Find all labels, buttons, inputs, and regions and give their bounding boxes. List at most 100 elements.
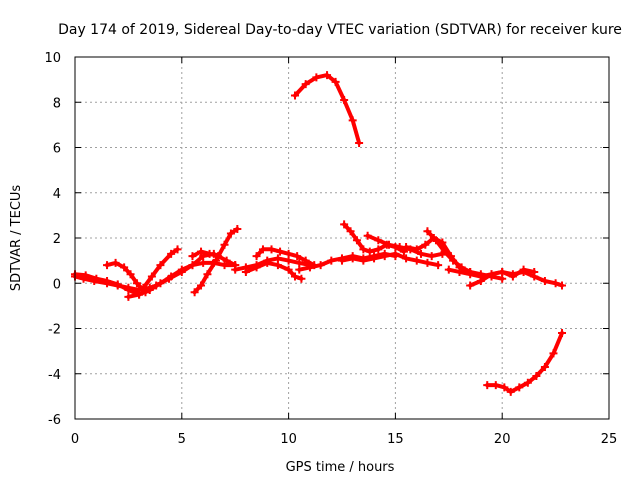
- data-point: [252, 263, 261, 272]
- y-tick-label: 6: [53, 142, 61, 157]
- data-point: [340, 95, 349, 104]
- data-point: [252, 252, 261, 261]
- data-point: [506, 387, 515, 396]
- x-tick-label: 15: [387, 432, 404, 447]
- data-point: [203, 270, 212, 279]
- y-tick-label: -4: [48, 368, 61, 383]
- data-point: [113, 280, 122, 289]
- data-point: [111, 258, 120, 267]
- x-tick-label: 5: [178, 432, 186, 447]
- data-point: [370, 254, 379, 263]
- data-point: [120, 263, 129, 272]
- data-point: [365, 247, 374, 256]
- data-point: [508, 272, 517, 281]
- data-point: [156, 279, 165, 288]
- data-point: [323, 71, 332, 80]
- data-point: [427, 252, 436, 261]
- data-point: [532, 372, 541, 381]
- y-tick-label: -2: [48, 323, 61, 338]
- y-tick-label: 8: [53, 96, 61, 111]
- data-point: [312, 73, 321, 82]
- series-line: [293, 73, 362, 145]
- data-point: [124, 292, 133, 301]
- data-point: [295, 258, 304, 267]
- series-line: [485, 331, 564, 394]
- data-point: [457, 263, 466, 272]
- data-point: [558, 329, 567, 338]
- series-arc-3: [103, 258, 150, 297]
- data-point: [440, 247, 449, 256]
- data-point: [222, 256, 231, 265]
- data-point: [423, 227, 432, 236]
- series-arc-12: [291, 71, 364, 147]
- data-point: [417, 249, 426, 258]
- data-point: [466, 281, 475, 290]
- data-point: [434, 261, 443, 270]
- data-point: [466, 270, 475, 279]
- data-point: [284, 265, 293, 274]
- data-point: [558, 281, 567, 290]
- data-point: [220, 261, 229, 270]
- data-point: [124, 286, 133, 295]
- data-point: [297, 274, 306, 283]
- data-point: [231, 265, 240, 274]
- data-point: [348, 116, 357, 125]
- x-tick-label: 0: [71, 432, 79, 447]
- data-point: [515, 383, 524, 392]
- data-point: [276, 247, 285, 256]
- data-point: [540, 362, 549, 371]
- data-point: [519, 265, 528, 274]
- data-point: [291, 272, 300, 281]
- y-tick-label: -6: [48, 413, 61, 428]
- data-point: [327, 256, 336, 265]
- series-arc-21: [483, 329, 567, 396]
- data-point: [491, 381, 500, 390]
- data-point: [267, 245, 276, 254]
- data-point: [483, 381, 492, 390]
- data-point: [316, 261, 325, 270]
- data-point: [301, 256, 310, 265]
- data-point: [348, 254, 357, 263]
- data-point: [384, 240, 393, 249]
- data-point: [190, 288, 199, 297]
- x-axis-label: GPS time / hours: [286, 460, 395, 475]
- data-point: [374, 236, 383, 245]
- data-point: [431, 236, 440, 245]
- x-tick-label: 20: [494, 432, 511, 447]
- data-point: [126, 270, 135, 279]
- data-point: [188, 252, 197, 261]
- data-point: [340, 220, 349, 229]
- data-point: [551, 279, 560, 288]
- data-point: [177, 265, 186, 274]
- data-point: [132, 279, 141, 288]
- data-point: [476, 276, 485, 285]
- data-point: [346, 227, 355, 236]
- data-point: [363, 231, 372, 240]
- data-point: [103, 276, 112, 285]
- data-point: [412, 245, 421, 254]
- data-point: [226, 229, 235, 238]
- data-point: [402, 243, 411, 252]
- data-point: [523, 378, 532, 387]
- series-arc-14: [338, 249, 443, 270]
- grid-lines: [75, 57, 609, 419]
- y-tick-label: 0: [53, 277, 61, 292]
- data-point: [147, 272, 156, 281]
- data-point: [423, 258, 432, 267]
- y-tick-label: 2: [53, 232, 61, 247]
- data-point: [421, 240, 430, 249]
- data-point: [220, 240, 229, 249]
- data-point: [92, 274, 101, 283]
- data-point: [374, 245, 383, 254]
- data-series: [71, 71, 567, 396]
- data-point: [258, 245, 267, 254]
- series-arc-20: [466, 265, 539, 290]
- data-point: [359, 245, 368, 254]
- data-point: [540, 276, 549, 285]
- data-point: [156, 261, 165, 270]
- data-point: [338, 256, 346, 265]
- data-point: [173, 245, 182, 254]
- y-tick-label: 10: [44, 51, 61, 66]
- data-point: [188, 261, 197, 270]
- data-point: [233, 224, 242, 233]
